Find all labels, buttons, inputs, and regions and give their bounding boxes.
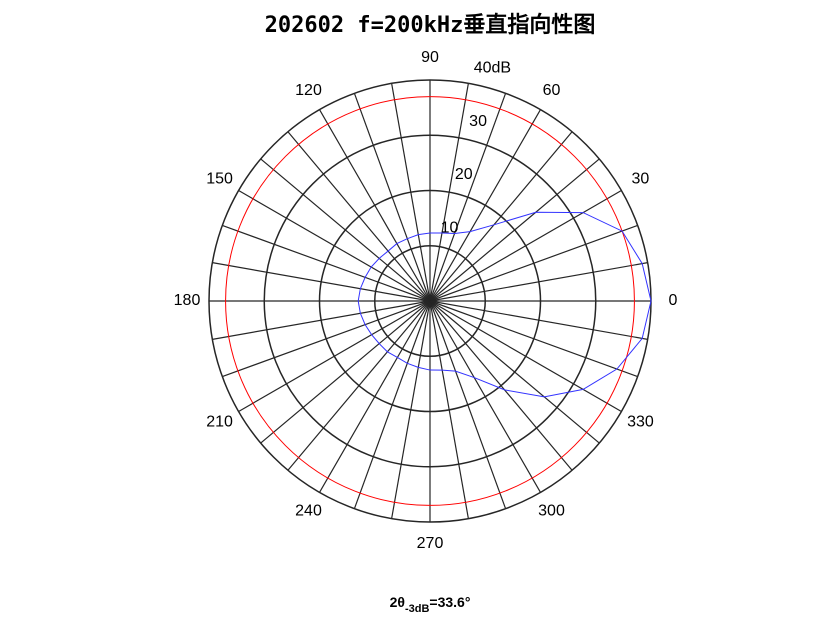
annotation-suffix: =33.6°	[429, 594, 470, 610]
r-tick-label: 40dB	[474, 59, 511, 76]
theta-tick-label: 60	[543, 82, 561, 99]
r-tick-label: 20	[455, 166, 473, 183]
ring-grid	[318, 189, 542, 413]
annotation: 2θ-3dB=33.6°	[390, 594, 471, 615]
pattern-line	[357, 211, 652, 398]
theta-tick-label: 210	[206, 414, 233, 431]
theta-tick-label: 0	[669, 292, 678, 309]
theta-tick-label: 180	[174, 292, 201, 309]
ring-grid	[263, 134, 597, 468]
r-tick-label: 10	[441, 220, 459, 237]
annotation-subscript: -3dB	[405, 603, 430, 615]
theta-tick-label: 300	[538, 503, 565, 520]
theta-tick-label: 150	[206, 171, 233, 188]
r-tick-label: 30	[469, 113, 487, 130]
ring-grid	[374, 245, 486, 357]
chart-title: 202602 f=200kHz垂直指向性图	[265, 12, 596, 38]
theta-tick-label: 120	[295, 82, 322, 99]
reference-circle	[225, 96, 635, 506]
theta-tick-label: 330	[627, 414, 654, 431]
theta-tick-label: 90	[421, 49, 439, 66]
theta-tick-label: 30	[632, 171, 650, 188]
theta-tick-label: 270	[417, 535, 444, 552]
annotation-prefix: 2θ	[390, 594, 405, 610]
theta-tick-label: 240	[295, 503, 322, 520]
